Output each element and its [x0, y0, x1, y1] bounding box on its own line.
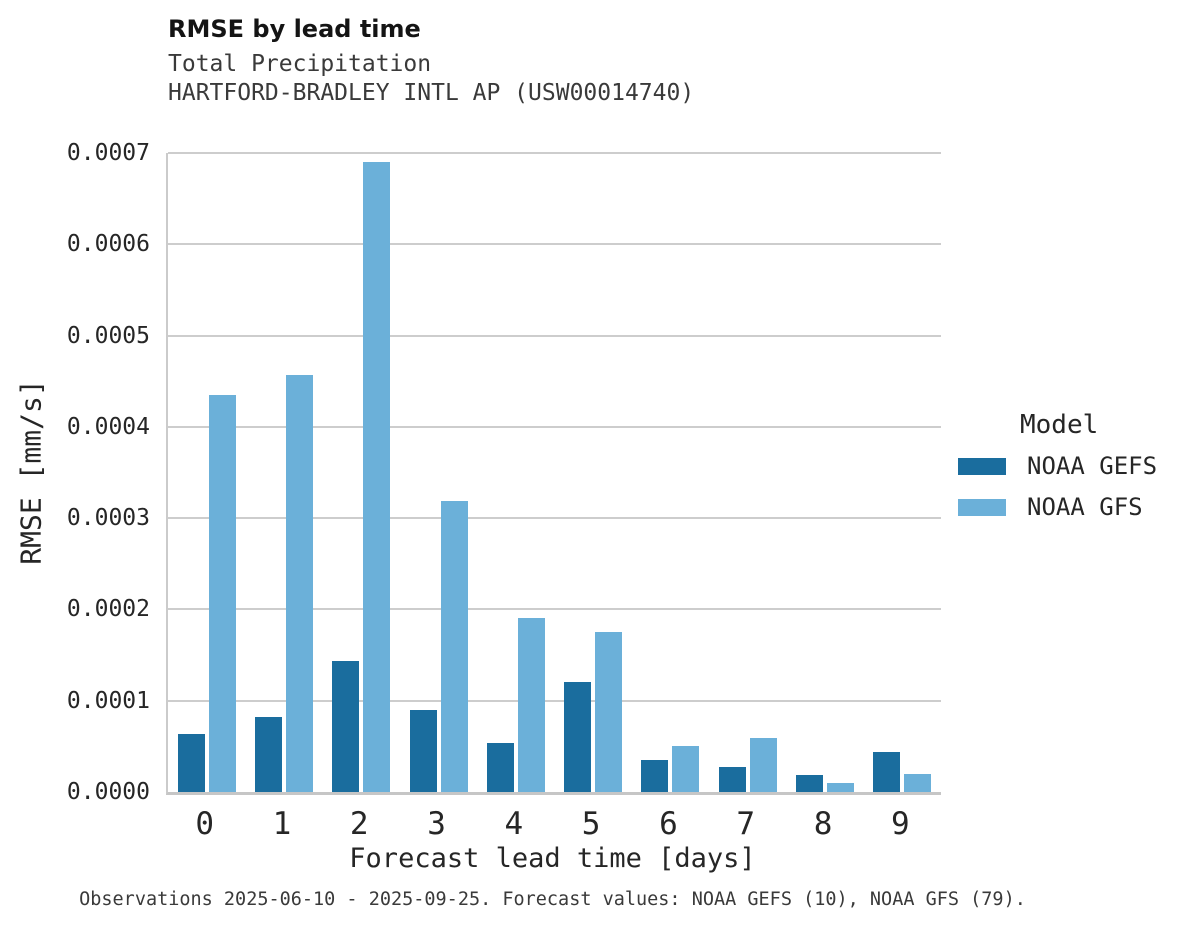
x-tick-label: 2 — [349, 806, 369, 842]
legend-entry-label: NOAA GEFS — [1027, 452, 1158, 480]
gridline — [168, 699, 941, 702]
x-axis-ticks: 0 1 2 3 4 5 6 7 8 9 — [166, 806, 939, 842]
bar-noaa-gefs-lead-9 — [873, 752, 901, 792]
bar-noaa-gefs-lead-2 — [332, 661, 360, 792]
legend-entry: NOAA GEFS — [958, 452, 1157, 480]
y-tick-label: 0.0005 — [66, 322, 150, 349]
bar-noaa-gefs-lead-7 — [718, 767, 746, 792]
plot-area — [166, 152, 941, 795]
x-tick-label: 7 — [736, 806, 756, 842]
gridline — [168, 152, 941, 154]
legend-title: Model — [1020, 410, 1099, 440]
bar-group-lead-2 — [323, 153, 400, 792]
chart-subtitle-variable: Total Precipitation — [168, 51, 432, 77]
bar-noaa-gfs-lead-4 — [517, 618, 545, 792]
x-tick-label: 9 — [890, 806, 910, 842]
bar-noaa-gefs-lead-6 — [641, 760, 669, 792]
bar-noaa-gfs-lead-0 — [208, 395, 236, 792]
gridline — [168, 517, 941, 520]
bar-noaa-gefs-lead-3 — [409, 710, 437, 792]
legend: Model NOAA GEFS NOAA GFS — [958, 410, 1157, 534]
legend-swatch-icon — [958, 457, 1006, 475]
figure-caption: Observations 2025-06-10 - 2025-09-25. Fo… — [79, 889, 1026, 910]
y-tick-label: 0.0004 — [66, 413, 150, 440]
y-tick-label: 0.0001 — [66, 687, 150, 714]
gridline — [168, 243, 941, 246]
y-tick-label: 0.0002 — [66, 596, 150, 623]
bar-noaa-gfs-lead-7 — [749, 738, 777, 792]
x-tick-label: 4 — [504, 806, 524, 842]
bar-noaa-gefs-lead-0 — [177, 734, 205, 792]
x-axis-label: Forecast lead time [days] — [349, 843, 756, 874]
y-tick-label: 0.0006 — [66, 231, 150, 258]
x-tick-label: 0 — [195, 806, 214, 842]
y-axis-ticks: 0.0000 0.0001 0.0002 0.0003 0.0004 0.0005 0.00… — [35, 140, 150, 805]
bar-noaa-gefs-lead-8 — [796, 775, 824, 792]
y-tick-label: 0.0007 — [66, 140, 150, 166]
bar-noaa-gfs-lead-6 — [672, 746, 700, 792]
bar-noaa-gefs-lead-5 — [564, 682, 592, 792]
bar-group-lead-4 — [477, 153, 554, 792]
x-tick-label: 1 — [272, 806, 292, 842]
bar-group-lead-1 — [245, 153, 322, 792]
bar-noaa-gfs-lead-2 — [363, 162, 391, 792]
bar-group-lead-0 — [168, 153, 245, 792]
x-tick-label: 8 — [813, 806, 833, 842]
bar-groups — [168, 153, 941, 792]
bar-noaa-gefs-lead-1 — [254, 717, 282, 792]
bar-noaa-gfs-lead-8 — [827, 783, 855, 792]
bar-noaa-gefs-lead-4 — [486, 743, 514, 792]
bar-noaa-gfs-lead-3 — [440, 501, 468, 792]
x-tick-label: 3 — [427, 806, 446, 842]
bar-group-lead-3 — [400, 153, 477, 792]
bar-group-lead-9 — [864, 153, 941, 792]
chart-subtitle-station: HARTFORD-BRADLEY INTL AP (USW00014740) — [168, 79, 695, 106]
chart-header: RMSE by lead time Total Precipitation HA… — [168, 15, 694, 107]
y-tick-label: 0.0003 — [66, 505, 150, 532]
chart-title: RMSE by lead time — [168, 15, 421, 43]
y-tick-label: 0.0000 — [66, 779, 150, 805]
bar-noaa-gfs-lead-9 — [904, 774, 932, 792]
x-tick-label: 5 — [581, 806, 601, 842]
gridline — [168, 334, 941, 337]
gridline — [168, 425, 941, 428]
bar-noaa-gfs-lead-1 — [285, 375, 313, 792]
x-tick-label: 6 — [659, 806, 678, 842]
legend-entry-label: NOAA GFS — [1027, 493, 1143, 521]
legend-items: NOAA GEFS NOAA GFS — [958, 452, 1157, 521]
gridline — [168, 608, 941, 611]
bar-noaa-gfs-lead-5 — [595, 632, 623, 792]
bar-group-lead-7 — [709, 153, 786, 792]
legend-swatch-icon — [958, 498, 1006, 516]
legend-entry: NOAA GFS — [958, 493, 1157, 521]
bar-group-lead-5 — [554, 153, 631, 792]
bar-group-lead-8 — [786, 153, 863, 792]
bar-group-lead-6 — [632, 153, 709, 792]
